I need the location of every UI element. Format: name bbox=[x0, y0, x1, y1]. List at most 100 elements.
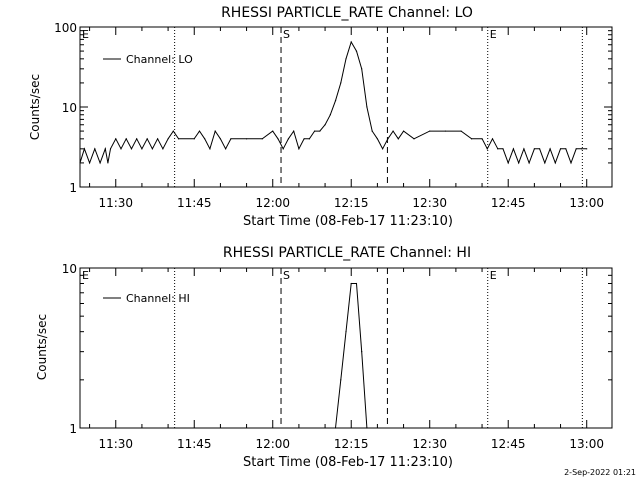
y-axis-label: Counts/sec bbox=[28, 74, 42, 140]
data-point bbox=[340, 379, 342, 381]
data-point bbox=[245, 138, 248, 140]
data-point bbox=[157, 138, 159, 140]
data-point bbox=[544, 162, 546, 164]
data-point bbox=[94, 148, 96, 150]
data-point bbox=[198, 130, 201, 132]
event-marker-label: E bbox=[490, 28, 497, 41]
data-point bbox=[355, 282, 358, 285]
y-axis-label: Counts/sec bbox=[35, 314, 49, 380]
data-point bbox=[303, 138, 305, 140]
data-point bbox=[382, 148, 384, 150]
data-point bbox=[209, 148, 211, 150]
data-point bbox=[512, 148, 515, 150]
chart-title: RHESSI PARTICLE_RATE Channel: LO bbox=[221, 5, 473, 21]
x-tick-label: 11:30 bbox=[98, 437, 133, 451]
data-point bbox=[507, 162, 509, 164]
legend: Channel: HI bbox=[103, 292, 190, 305]
legend-label: Channel: LO bbox=[126, 53, 193, 66]
data-point bbox=[523, 148, 525, 150]
data-point bbox=[293, 130, 295, 132]
hi-channel-panel: RHESSI PARTICLE_RATE Channel: HI Start T… bbox=[35, 245, 613, 470]
x-tick-label: 12:30 bbox=[412, 196, 447, 210]
data-point bbox=[79, 162, 81, 164]
lo-channel-panel: RHESSI PARTICLE_RATE Channel: LO Start T… bbox=[28, 5, 613, 229]
data-point bbox=[120, 148, 122, 150]
data-point bbox=[554, 162, 556, 164]
y-tick-label: 10 bbox=[62, 101, 77, 115]
x-axis-label: Start Time (08-Feb-17 11:23:10) bbox=[243, 455, 453, 470]
data-point bbox=[350, 41, 352, 43]
data-point bbox=[282, 148, 284, 150]
data-point bbox=[172, 130, 174, 132]
data-point bbox=[204, 138, 206, 140]
data-point bbox=[162, 148, 164, 150]
event-marker-label: S bbox=[283, 28, 290, 41]
data-point bbox=[376, 138, 378, 140]
x-tick-label: 11:45 bbox=[177, 196, 212, 210]
x-tick-label: 12:00 bbox=[255, 196, 290, 210]
x-tick-label: 12:15 bbox=[334, 196, 369, 210]
data-point bbox=[340, 82, 342, 84]
data-point bbox=[261, 138, 263, 140]
x-tick-label: 12:15 bbox=[334, 437, 369, 451]
x-tick-label: 13:00 bbox=[569, 196, 604, 210]
data-point bbox=[355, 50, 358, 52]
x-tick-label: 12:45 bbox=[491, 196, 526, 210]
data-point bbox=[570, 162, 572, 164]
data-point bbox=[460, 130, 462, 132]
data-point bbox=[334, 100, 337, 102]
data-point bbox=[350, 282, 352, 285]
plot-frame bbox=[79, 26, 613, 188]
x-tick-label: 12:00 bbox=[255, 437, 290, 451]
footer-timestamp: 2-Sep-2022 01:21 bbox=[564, 468, 636, 477]
data-point bbox=[277, 138, 279, 140]
data-point bbox=[481, 138, 483, 140]
data-point bbox=[491, 138, 494, 140]
data-point bbox=[361, 351, 363, 353]
y-tick-label: 10 bbox=[62, 262, 77, 276]
data-point bbox=[272, 130, 274, 132]
y-tick-label: 1 bbox=[69, 422, 77, 436]
data-point bbox=[539, 148, 541, 150]
data-point bbox=[528, 162, 530, 164]
data-point bbox=[559, 148, 562, 150]
data-point bbox=[219, 138, 222, 140]
data-point bbox=[287, 138, 290, 140]
x-tick-label: 13:00 bbox=[569, 437, 604, 451]
event-marker-label: E bbox=[490, 269, 497, 282]
data-point bbox=[444, 130, 447, 132]
data-point bbox=[225, 148, 227, 150]
plot-frame bbox=[79, 267, 613, 429]
event-marker-label: S bbox=[283, 269, 290, 282]
y-tick-label: 1 bbox=[69, 181, 77, 195]
data-point bbox=[130, 148, 133, 150]
data-point bbox=[413, 138, 415, 140]
data-point bbox=[392, 130, 394, 132]
data-point bbox=[151, 148, 153, 150]
series-line bbox=[335, 283, 368, 429]
data-point bbox=[518, 162, 520, 164]
data-point bbox=[136, 138, 138, 140]
legend-label: Channel: HI bbox=[126, 292, 190, 305]
x-tick-label: 11:45 bbox=[177, 437, 212, 451]
data-point bbox=[83, 148, 85, 150]
data-point bbox=[334, 427, 337, 429]
data-point bbox=[146, 138, 148, 140]
event-marker-label: E bbox=[82, 28, 89, 41]
data-point bbox=[402, 130, 405, 132]
data-point bbox=[125, 138, 127, 140]
data-point bbox=[470, 138, 473, 140]
data-point bbox=[230, 138, 232, 140]
data-point bbox=[429, 130, 431, 132]
y-tick-label: 100 bbox=[54, 21, 77, 35]
data-point bbox=[345, 58, 347, 60]
data-point bbox=[319, 130, 321, 132]
data-point bbox=[502, 148, 504, 150]
data-point bbox=[115, 138, 117, 140]
data-point bbox=[361, 68, 363, 70]
data-point bbox=[549, 148, 551, 150]
data-point bbox=[397, 138, 399, 140]
data-point bbox=[298, 148, 300, 150]
data-point bbox=[366, 427, 368, 429]
